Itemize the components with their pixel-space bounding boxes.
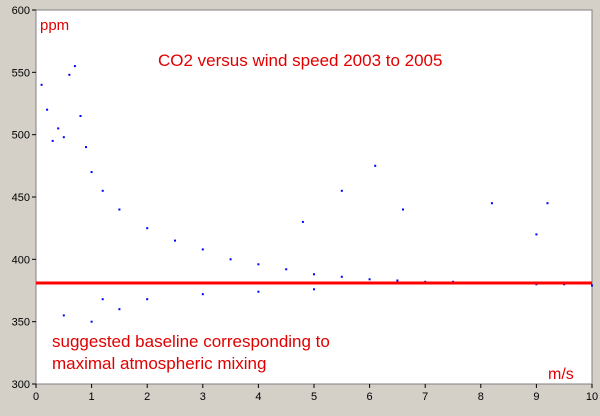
data-point bbox=[285, 268, 288, 271]
data-point bbox=[374, 164, 377, 167]
data-point bbox=[101, 189, 104, 192]
data-point bbox=[257, 290, 260, 293]
data-point bbox=[313, 288, 315, 291]
data-point bbox=[51, 139, 54, 142]
data-point bbox=[146, 298, 149, 301]
data-point bbox=[229, 258, 232, 261]
data-point bbox=[118, 208, 121, 211]
data-point bbox=[546, 202, 549, 205]
y-tick-label: 450 bbox=[12, 192, 30, 204]
x-tick-label: 0 bbox=[33, 391, 39, 403]
data-point bbox=[490, 202, 493, 205]
y-tick-label: 300 bbox=[12, 379, 30, 391]
data-point bbox=[201, 293, 204, 296]
data-point bbox=[62, 314, 65, 317]
x-tick-label: 3 bbox=[200, 391, 206, 403]
annotation-line-1: suggested baseline corresponding to bbox=[52, 332, 330, 351]
x-tick-label: 6 bbox=[367, 391, 373, 403]
y-tick-label: 400 bbox=[12, 254, 30, 266]
x-tick-label: 4 bbox=[255, 391, 261, 403]
data-point bbox=[90, 320, 93, 323]
y-axis-label: ppm bbox=[40, 17, 69, 34]
y-tick-label: 550 bbox=[12, 67, 30, 79]
data-point bbox=[174, 239, 176, 242]
data-point bbox=[340, 189, 343, 192]
data-point bbox=[73, 65, 76, 68]
x-tick-label: 7 bbox=[422, 391, 428, 403]
data-point bbox=[57, 127, 60, 130]
data-point bbox=[535, 233, 538, 236]
y-tick-label: 350 bbox=[12, 317, 30, 329]
chart-title: CO2 versus wind speed 2003 to 2005 bbox=[158, 51, 442, 70]
x-tick-label: 2 bbox=[144, 391, 150, 403]
data-point bbox=[146, 227, 149, 230]
data-point bbox=[118, 308, 121, 311]
data-point bbox=[46, 108, 49, 111]
x-tick-label: 9 bbox=[533, 391, 539, 403]
data-point bbox=[101, 298, 104, 301]
data-point bbox=[79, 115, 82, 117]
annotation-line-2: maximal atmospheric mixing bbox=[52, 354, 266, 373]
x-tick-label: 10 bbox=[586, 391, 598, 403]
plot-area bbox=[35, 9, 593, 385]
data-point bbox=[368, 278, 371, 281]
data-point bbox=[402, 208, 404, 211]
data-point bbox=[313, 273, 315, 276]
data-point bbox=[301, 220, 304, 223]
data-point bbox=[68, 73, 71, 76]
x-tick-label: 5 bbox=[311, 391, 317, 403]
x-tick-label: 1 bbox=[89, 391, 95, 403]
data-point bbox=[62, 136, 65, 139]
data-point bbox=[85, 146, 87, 149]
data-point bbox=[201, 248, 204, 251]
y-tick-label: 600 bbox=[12, 5, 30, 17]
data-point bbox=[257, 263, 260, 266]
axes: 0 1 2 3 4 5 6 7 8 9 10 300 350 400 450 500 550 600 bbox=[12, 5, 598, 403]
x-axis-label: m/s bbox=[548, 366, 574, 383]
data-point bbox=[40, 83, 43, 86]
x-tick-label: 8 bbox=[478, 391, 484, 403]
data-point bbox=[591, 284, 593, 287]
y-tick-label: 500 bbox=[12, 130, 30, 142]
data-point bbox=[396, 279, 399, 282]
data-point bbox=[340, 275, 343, 278]
data-point bbox=[90, 171, 93, 174]
